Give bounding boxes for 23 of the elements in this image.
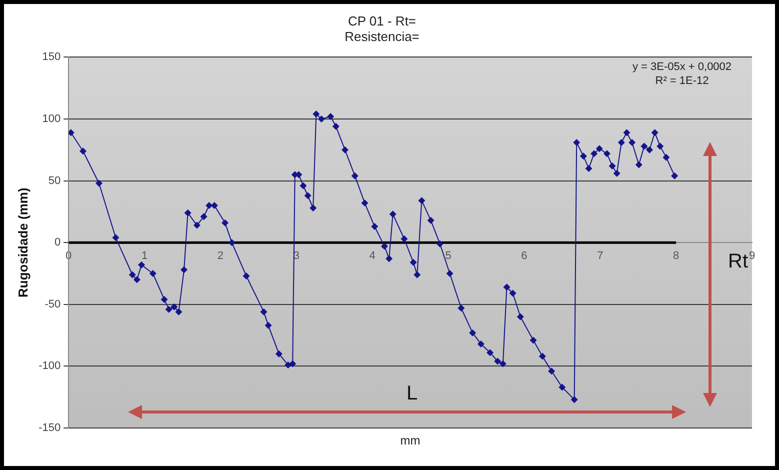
x-tick-label: 9 [748,250,756,262]
x-axis-title: mm [400,433,420,448]
x-tick-label: 7 [597,250,604,262]
x-tick-label: 6 [521,250,528,262]
y-tick-label: -150 [38,422,61,434]
annotation: R² = 1E-12 [655,75,709,88]
chart-title: CP 01 - Rt= [348,13,416,28]
x-tick-label: 4 [369,250,376,262]
y-tick-label: 150 [42,51,61,64]
y-tick-label: -100 [38,360,61,372]
annotation: y = 3E-05x + 0,0002 [632,61,732,74]
x-tick-label: 1 [141,250,148,262]
y-tick-label: 0 [54,236,61,249]
x-tick-label: 5 [445,250,452,262]
y-tick-label: -50 [44,298,61,310]
annotation: L [406,382,418,405]
annotation: Rt [728,250,748,273]
x-tick-label: 2 [217,250,224,262]
y-axis-title: Rugosidade (mm) [15,188,30,298]
chart-subtitle: Resistencia= [344,28,420,44]
y-tick-label: 50 [48,174,61,187]
y-tick-label: 100 [42,113,61,126]
x-tick-label: 8 [673,250,680,262]
